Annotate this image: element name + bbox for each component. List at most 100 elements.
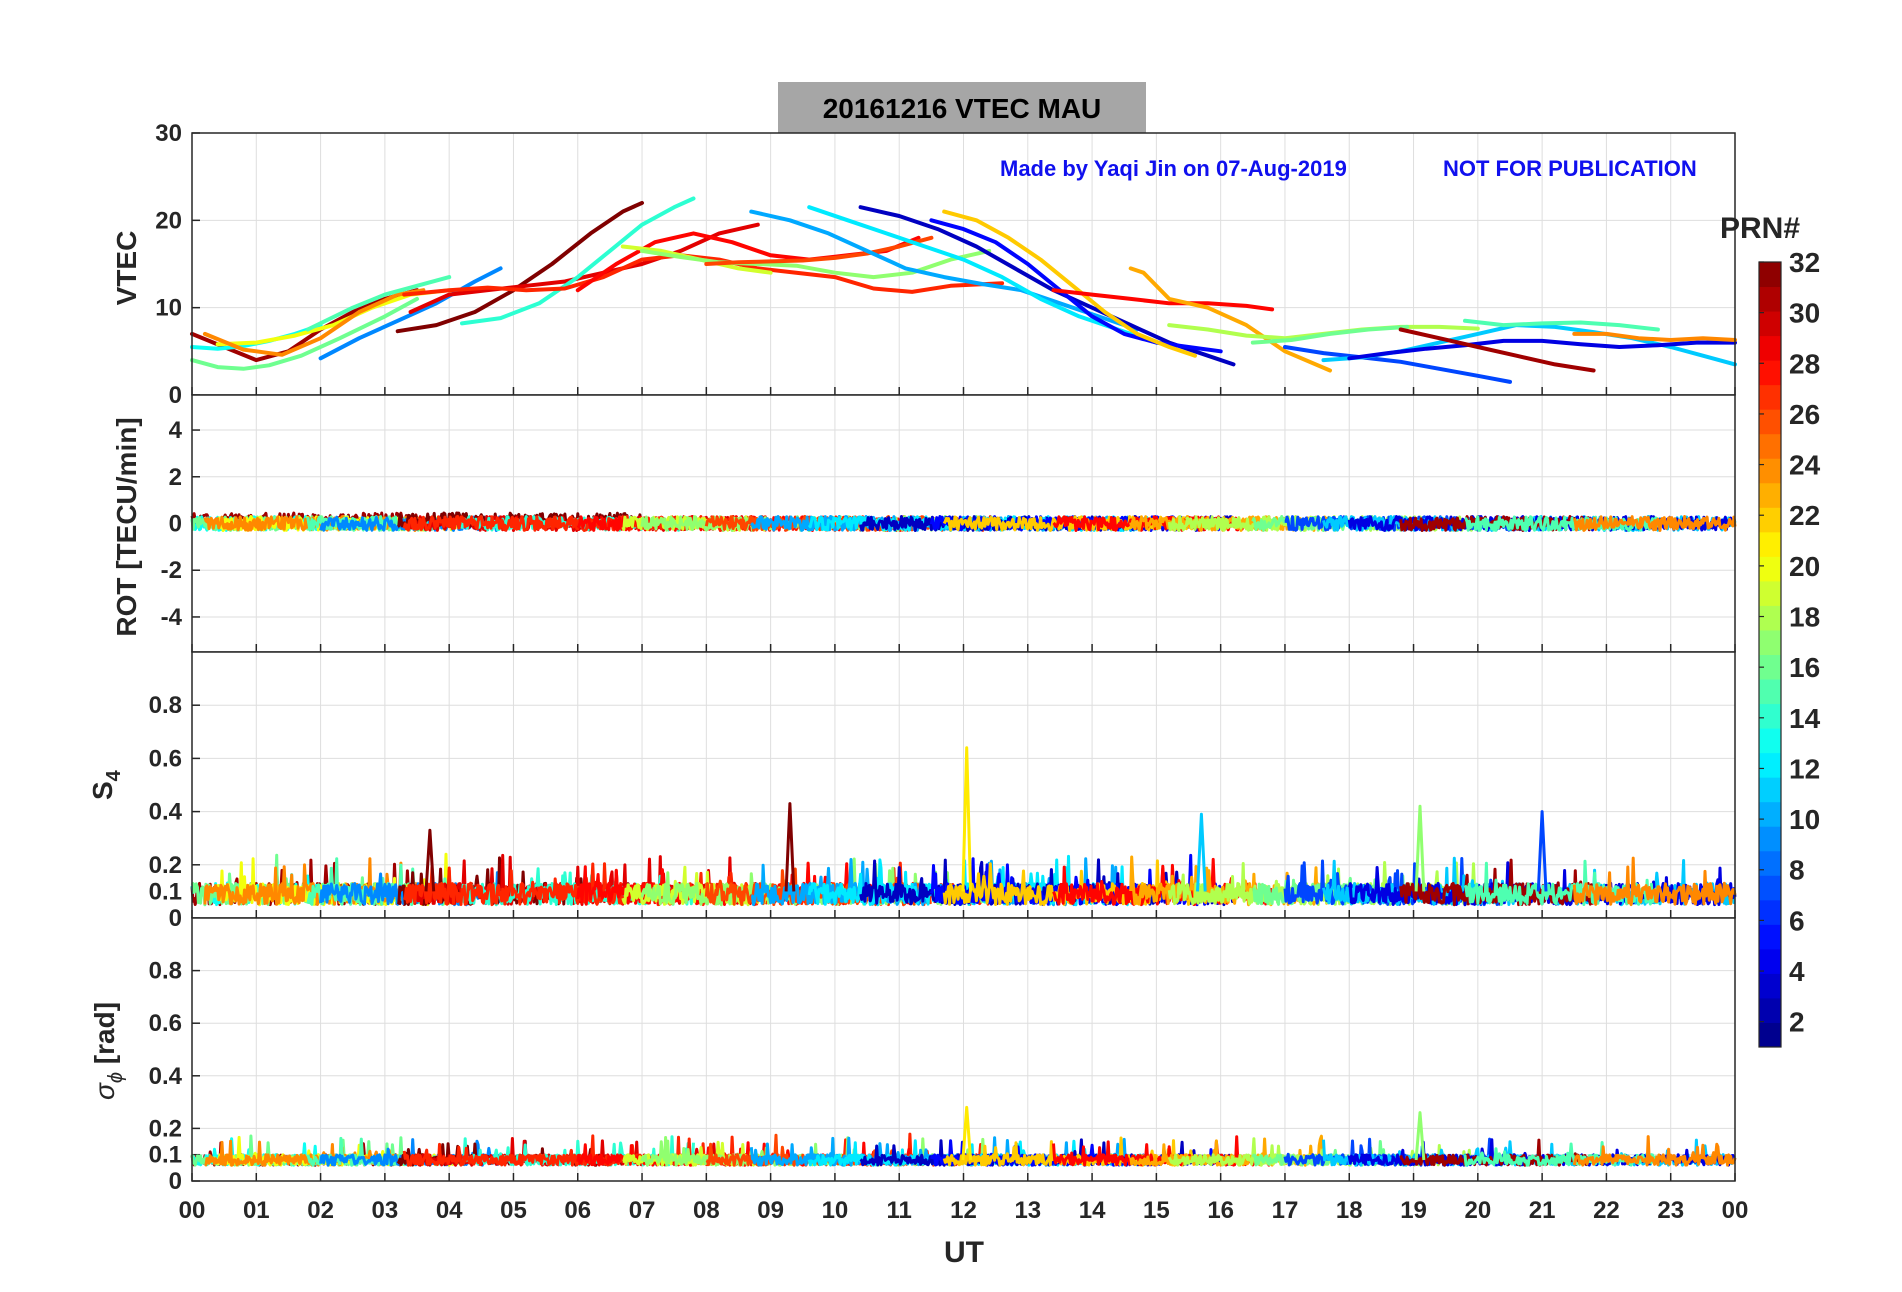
colorbar-segment	[1759, 360, 1781, 386]
colorbar-label: PRN#	[1720, 212, 1800, 245]
colorbar-segment	[1759, 850, 1781, 876]
colorbar-tick-label: 24	[1789, 450, 1821, 481]
colorbar-tick-label: 12	[1789, 753, 1820, 784]
x-tick-label: 15	[1143, 1197, 1170, 1224]
colorbar-segment	[1759, 531, 1781, 557]
colorbar-tick-label: 10	[1789, 804, 1820, 835]
vtec-series-prn-24	[1572, 331, 1737, 342]
sigma_phi-y-tick-label: 0.8	[149, 958, 182, 985]
colorbar-tick-label: 14	[1789, 703, 1821, 734]
colorbar-segment	[1759, 924, 1781, 950]
colorbar-segment	[1759, 654, 1781, 680]
colorbar-frame	[1758, 261, 1782, 1048]
x-tick-label: 04	[436, 1197, 463, 1224]
colorbar-tick-label: 20	[1789, 551, 1820, 582]
s4-y-label: S4	[87, 769, 125, 800]
colorbar-segment	[1759, 458, 1781, 484]
x-tick-label: 22	[1593, 1197, 1620, 1224]
s4-peak-prn-32	[424, 828, 436, 892]
vtec-series-prn-10	[749, 209, 1140, 332]
colorbar-segment	[1759, 703, 1781, 729]
s4-peak-prn-21	[961, 746, 973, 892]
s4-y-tick-label: 0	[169, 905, 182, 932]
x-tick-label: 20	[1464, 1197, 1491, 1224]
colorbar-segment	[1759, 335, 1781, 361]
colorbar-segment	[1759, 580, 1781, 606]
rot-panel: -4 -2 0 2 4	[161, 394, 1737, 653]
rot-series-prn-24	[1572, 515, 1737, 532]
vtec-series-prn-16	[190, 296, 419, 371]
rot-y-tick-label: 2	[169, 464, 182, 491]
s4-y-tick-label: 0.2	[149, 852, 182, 879]
vtec-series-prn-5	[929, 218, 1223, 354]
x-tick-label: 23	[1657, 1197, 1684, 1224]
colorbar-tick-label: 26	[1789, 399, 1820, 430]
colorbar-tick-label: 30	[1789, 298, 1820, 329]
vtec-y-label: VTEC	[111, 231, 142, 306]
vtec-y-tick-label: 20	[155, 207, 182, 234]
s4-y-tick-label: 0.1	[149, 878, 182, 905]
vtec-series-prn-4	[1347, 338, 1737, 361]
sigma-y-label: σϕ [rad]	[89, 1002, 127, 1100]
x-tick-label: 21	[1529, 1197, 1556, 1224]
colorbar-segment	[1759, 311, 1781, 337]
sigma-y-label-phi: ϕ	[105, 1072, 127, 1083]
colorbar-segment	[1759, 679, 1781, 705]
vtec-series-prn-28	[1051, 288, 1275, 312]
vtec-series-prn-9	[318, 266, 503, 361]
s4-series-prn-24	[1572, 856, 1737, 907]
rot-y-tick-label: 4	[169, 417, 183, 444]
x-tick-label: 16	[1207, 1197, 1234, 1224]
x-tick-labels: 00 01 02 03 04 05 06 07 08 09 10 11 12 13 14 15 16 17 18 19…	[179, 1197, 1749, 1224]
rot-y-tick-label: -4	[161, 604, 183, 631]
rot-y-tick-label: 0	[169, 511, 182, 538]
vtec-y-tick-label: 10	[155, 295, 182, 322]
colorbar-segment	[1759, 629, 1781, 655]
title-box	[778, 82, 1146, 134]
x-tick-label: 12	[950, 1197, 977, 1224]
colorbar-tick-label: 6	[1789, 905, 1805, 936]
colorbar-segment	[1759, 777, 1781, 803]
x-tick-label: 01	[243, 1197, 270, 1224]
colorbar-segment	[1759, 948, 1781, 974]
sigma_phi-peak-prn-21	[961, 1105, 973, 1161]
s4-peak-prn-32	[784, 802, 796, 892]
vtec-series-prn-26	[704, 235, 934, 266]
vtec-panel: 0 10 20 30	[155, 120, 1737, 409]
colorbar-tick-label: 28	[1789, 348, 1820, 379]
x-tick-label: 09	[757, 1197, 784, 1224]
colorbar-segment	[1759, 973, 1781, 999]
colorbar-tick-label: 2	[1789, 1007, 1805, 1038]
x-tick-label: 05	[500, 1197, 527, 1224]
s4-y-tick-label: 0.8	[149, 692, 182, 719]
sigma-phi-panel: 00.10.2 0.4 0.6 0.8	[149, 917, 1737, 1195]
colorbar-tick-label: 4	[1789, 956, 1805, 987]
colorbar-segment	[1759, 899, 1781, 925]
s4-peak-prn-7	[1536, 810, 1548, 892]
vtec-series-prn-15	[1463, 318, 1660, 332]
x-tick-label: 03	[372, 1197, 399, 1224]
x-tick-label: 02	[307, 1197, 334, 1224]
colorbar-segment	[1759, 605, 1781, 631]
vtec-series-prn-17	[640, 248, 992, 280]
sigma_phi-y-tick-label: 0.4	[149, 1063, 183, 1090]
rot-series-prn-15	[1464, 515, 1660, 532]
vtec-series-prn-27	[402, 253, 1005, 297]
s4-y-tick-label: 0.4	[149, 799, 183, 826]
x-tick-label: 13	[1014, 1197, 1041, 1224]
chart-title: 20161216 VTEC MAU	[823, 93, 1102, 124]
colorbar-segment	[1759, 262, 1781, 288]
colorbar-segment	[1759, 482, 1781, 508]
x-tick-label: 07	[629, 1197, 656, 1224]
s4-panel: 00.10.2 0.4 0.6 0.8	[149, 651, 1737, 932]
sigma_phi-y-tick-label: 0.2	[149, 1115, 182, 1142]
colorbar-segment	[1759, 409, 1781, 435]
vtec-y-tick-label: 30	[155, 120, 182, 147]
x-tick-label: 06	[564, 1197, 591, 1224]
x-tick-label: 08	[693, 1197, 720, 1224]
colorbar-tick-label: 16	[1789, 652, 1820, 683]
sigma_phi-peak-prn-17	[1414, 1111, 1426, 1161]
sigma_phi-y-tick-label: 0.1	[149, 1142, 182, 1169]
x-axis-label: UT	[944, 1236, 984, 1269]
